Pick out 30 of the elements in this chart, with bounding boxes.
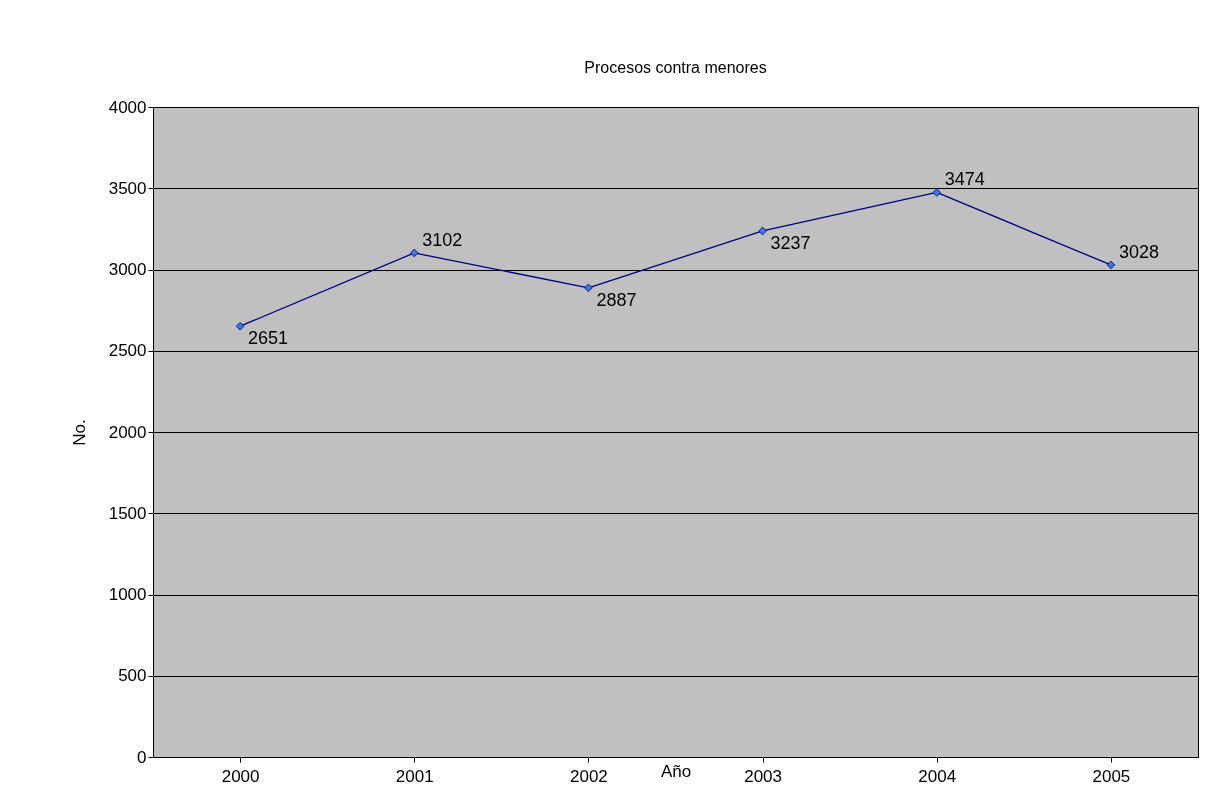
chart-title: Procesos contra menores [584,59,767,76]
y-tick-label: 2000 [108,422,147,442]
data-label: 3474 [944,169,985,190]
point [235,321,245,331]
x-tick-label: 2001 [395,766,434,786]
y-tick-label: 1500 [108,503,147,523]
y-tick-label: 2500 [108,341,147,361]
point [1106,260,1116,270]
y-tick-label: 3000 [108,260,147,279]
data-label: 2651 [248,328,289,349]
x-tick-label: 2000 [221,766,260,786]
y-tick-label: 500 [118,666,147,686]
y-tick-label: 3500 [108,178,147,198]
x-axis-title: Año [660,761,692,781]
data-label: 2887 [596,289,637,310]
point [584,283,593,293]
y-tick-label: 1000 [108,585,147,604]
y-tick-label: 0 [137,747,147,767]
x-tick-label: 2004 [918,766,957,786]
y-tick-label: 4000 [108,97,147,117]
x-tick-label: 2005 [1092,766,1131,786]
x-tick-label: 2003 [744,766,782,786]
data-label: 3102 [422,229,463,250]
point [932,188,942,197]
x-tick-label: 2002 [570,766,608,786]
y-axis-title: No. [69,419,89,446]
data-label: 3237 [770,232,811,253]
point [758,226,767,236]
point [409,248,419,258]
data-label: 3028 [1118,241,1159,262]
